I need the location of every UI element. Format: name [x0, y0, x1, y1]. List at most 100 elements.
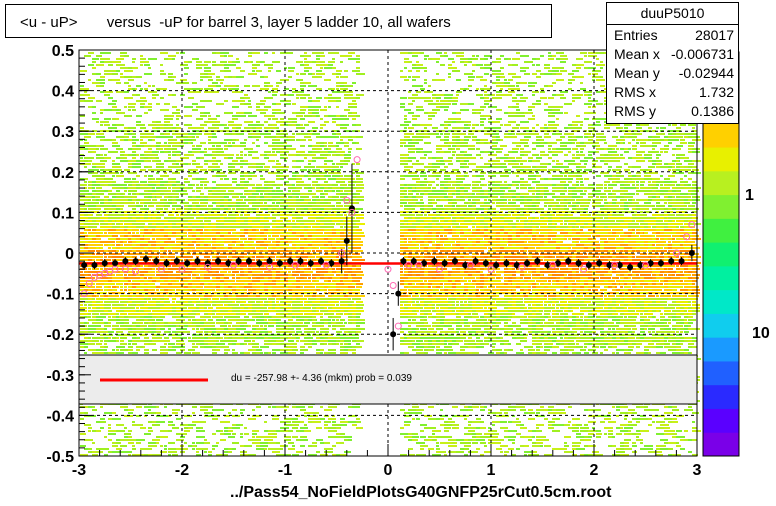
density-bin	[292, 418, 298, 420]
density-bin	[260, 169, 264, 171]
density-bin	[172, 277, 179, 279]
density-bin	[148, 199, 151, 201]
density-bin	[320, 241, 326, 243]
density-bin	[244, 97, 250, 99]
density-bin	[196, 286, 202, 288]
density-bin	[164, 271, 168, 273]
density-bin	[264, 127, 273, 129]
density-bin	[280, 331, 284, 333]
density-bin	[228, 430, 233, 432]
density-bin	[288, 319, 293, 321]
density-bin	[172, 202, 177, 204]
density-bin	[240, 409, 245, 411]
density-bin	[284, 418, 289, 420]
density-bin	[260, 298, 267, 300]
density-bin	[304, 184, 311, 186]
density-bin	[276, 121, 284, 123]
density-bin	[196, 325, 202, 327]
density-bin	[160, 328, 165, 330]
density-bin	[236, 112, 244, 114]
density-bin	[124, 289, 127, 291]
density-bin	[132, 163, 141, 165]
density-bin	[264, 196, 273, 198]
density-bin	[120, 172, 123, 174]
density-bin	[260, 274, 267, 276]
density-bin	[260, 283, 265, 285]
density-bin	[312, 214, 318, 216]
density-bin	[200, 271, 204, 273]
density-bin	[216, 85, 221, 87]
density-bin	[100, 307, 104, 309]
density-bin	[176, 352, 182, 354]
density-bin	[296, 229, 304, 231]
density-bin	[300, 109, 306, 111]
density-bin	[192, 283, 201, 285]
density-bin	[260, 319, 265, 321]
density-bin	[124, 235, 129, 237]
density-bin	[200, 310, 207, 312]
density-bin	[224, 67, 229, 69]
density-bin	[236, 127, 241, 129]
density-bin	[108, 295, 115, 297]
density-bin	[112, 181, 116, 183]
density-bin	[220, 202, 226, 204]
density-bin	[244, 226, 248, 228]
density-bin	[284, 280, 289, 282]
density-bin	[208, 196, 213, 198]
density-bin	[96, 55, 102, 57]
density-bin	[192, 127, 196, 129]
density-bin	[220, 337, 223, 339]
density-bin	[192, 232, 199, 234]
density-bin	[272, 253, 279, 255]
density-bin	[272, 52, 275, 54]
density-bin	[292, 121, 297, 123]
density-bin	[292, 454, 299, 456]
density-bin	[228, 241, 232, 243]
density-bin	[168, 310, 173, 312]
density-bin	[244, 286, 251, 288]
density-bin	[136, 145, 142, 147]
density-bin	[276, 271, 283, 273]
density-bin	[104, 139, 112, 141]
density-bin	[200, 76, 208, 78]
density-bin	[152, 406, 158, 408]
density-bin	[200, 340, 207, 342]
density-bin	[320, 238, 327, 240]
density-bin	[184, 88, 193, 90]
density-bin	[312, 208, 319, 210]
density-bin	[156, 148, 162, 150]
density-bin	[324, 202, 329, 204]
density-bin	[200, 280, 204, 282]
density-bin	[128, 256, 132, 258]
density-bin	[152, 235, 156, 237]
density-bin	[160, 199, 166, 201]
density-bin	[312, 193, 316, 195]
density-bin	[224, 433, 231, 435]
density-bin	[164, 199, 167, 201]
density-bin	[184, 247, 190, 249]
density-bin	[128, 211, 136, 213]
density-bin	[244, 184, 250, 186]
density-bin	[136, 229, 139, 231]
density-bin	[232, 211, 237, 213]
density-bin	[276, 289, 283, 291]
density-bin	[96, 286, 102, 288]
density-bin	[312, 442, 317, 444]
density-bin	[100, 316, 106, 318]
density-bin	[308, 421, 313, 423]
density-bin	[84, 202, 88, 204]
density-bin	[124, 133, 129, 135]
density-bin	[324, 301, 331, 303]
density-bin	[88, 340, 94, 342]
density-bin	[292, 436, 298, 438]
density-bin	[212, 292, 218, 294]
density-bin	[124, 427, 127, 429]
density-bin	[164, 151, 168, 153]
density-bin	[192, 421, 200, 423]
density-bin	[88, 151, 95, 153]
density-bin	[200, 328, 206, 330]
density-bin	[288, 307, 293, 309]
density-bin	[100, 406, 103, 408]
density-bin	[312, 172, 318, 174]
density-bin	[132, 454, 136, 456]
